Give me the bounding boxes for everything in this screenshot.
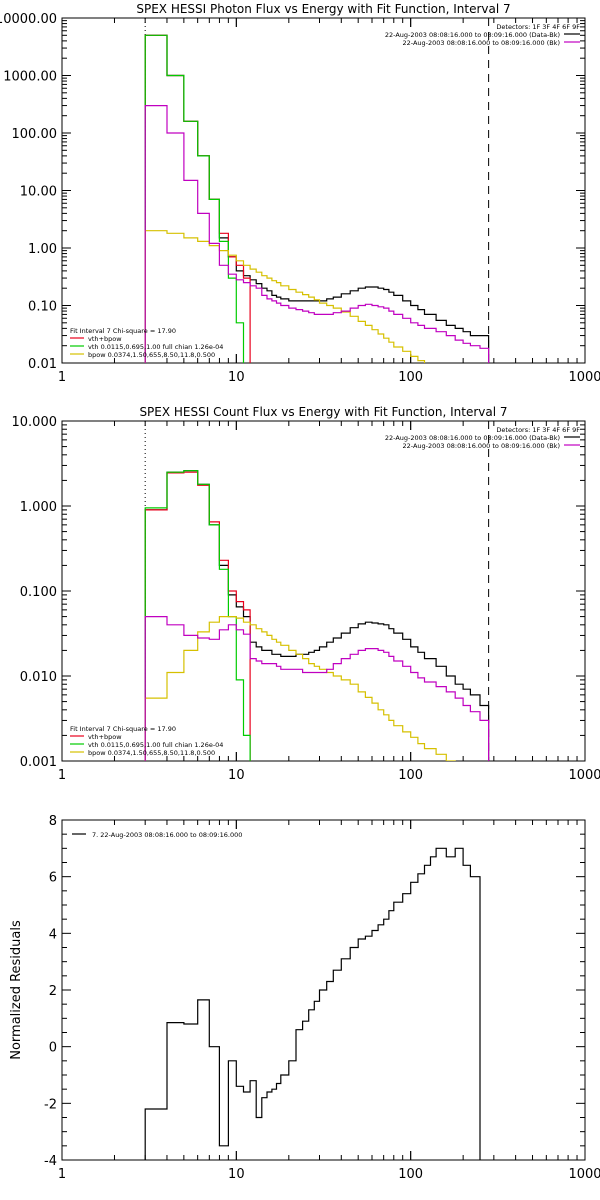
plot-frame: [61, 17, 586, 364]
y-tick-label: 1000.00: [3, 70, 57, 85]
fit-line: vth+bpow: [88, 733, 122, 741]
y-tick-label: 0.010: [20, 670, 57, 685]
series-bpow-line: [144, 230, 426, 363]
x-tick-label: 1000: [568, 768, 600, 783]
series-data-line: [144, 470, 490, 761]
y-axis-ticks: [62, 819, 585, 1161]
y-axis-ticks: [62, 17, 585, 364]
y-tick-label: -4: [44, 1154, 57, 1169]
legend-entry: 7. 22-Aug-2003 08:08:16.000 to 08:09:16.…: [92, 831, 242, 839]
y-tick-label: 10.00: [20, 185, 57, 200]
y-tick-label: 0.100: [20, 585, 57, 600]
legend-entry: 22-Aug-2003 08:08:16.000 to 08:09:16.000…: [385, 31, 560, 39]
x-tick-label: 10: [228, 768, 245, 783]
chart-title: SPEX HESSI Count Flux vs Energy with Fit…: [139, 405, 507, 419]
fit-header: Fit Interval 7 Chi-square = 17.90: [70, 725, 176, 733]
x-tick-label: 1: [58, 370, 66, 385]
x-tick-label: 1: [58, 768, 66, 783]
fit-info: Fit Interval 7 Chi-square = 17.90vth+bpo…: [70, 327, 223, 359]
chart-title: SPEX HESSI Photon Flux vs Energy with Fi…: [136, 2, 510, 16]
y-tick-label: 100.00: [12, 127, 58, 142]
y-tick-label: 10000.00: [0, 12, 57, 27]
y-tick-label: 10.000: [12, 415, 58, 430]
legend-entry: 22-Aug-2003 08:08:16.000 to 08:09:16.000…: [403, 39, 560, 47]
x-tick-label: 100: [398, 768, 423, 783]
fit-info: Fit Interval 7 Chi-square = 17.90vth+bpo…: [70, 725, 223, 757]
series-residuals-line: [144, 847, 481, 1160]
legend-header: Detectors: 1F 3F 4F 6F 9F: [496, 426, 580, 434]
y-axis-label: Normalized Residuals: [9, 920, 24, 1060]
series-background-line: [144, 616, 490, 761]
plot-frame: [61, 420, 586, 762]
legend-entry: 22-Aug-2003 08:08:16.000 to 08:09:16.000…: [403, 442, 560, 450]
fit-line: vth+bpow: [88, 335, 122, 343]
x-tick-label: 1: [58, 1167, 66, 1182]
series-vth-line: [144, 34, 245, 363]
y-tick-label: 8: [49, 814, 57, 829]
fit-header: Fit Interval 7 Chi-square = 17.90: [70, 327, 176, 335]
x-tick-label: 100: [398, 1167, 423, 1182]
fit-line: vth 0.0115,0.695,1.00 full chian 1.26e-0…: [88, 741, 223, 749]
y-tick-label: 0.01: [28, 357, 57, 372]
chart-panel-2: SPEX HESSI Count Flux vs Energy with Fit…: [12, 405, 600, 783]
fit-line: bpow 0.0374,1.50,655,8.50,11.8,0.500: [88, 749, 215, 757]
x-axis-ticks: [61, 18, 586, 363]
series-vth-line: [144, 470, 251, 761]
x-axis-ticks: [61, 820, 586, 1160]
legend: 7. 22-Aug-2003 08:08:16.000 to 08:09:16.…: [72, 831, 242, 839]
y-tick-label: 2: [49, 984, 57, 999]
x-tick-label: 10: [228, 370, 245, 385]
x-tick-label: 1000: [568, 370, 600, 385]
fit-line: vth 0.0115,0.695,1.00 full chian 1.26e-0…: [88, 343, 223, 351]
series-background-line: [144, 105, 490, 363]
x-tick-label: 100: [398, 370, 423, 385]
series-total_fit-line: [144, 471, 251, 761]
y-tick-label: 1.000: [20, 500, 57, 515]
series-group: [144, 847, 481, 1160]
x-axis-ticks: [61, 421, 586, 761]
y-tick-label: 0: [49, 1041, 57, 1056]
y-tick-label: 4: [49, 927, 57, 942]
y-axis-ticks: [62, 420, 585, 762]
chart-panel-1: SPEX HESSI Photon Flux vs Energy with Fi…: [0, 2, 600, 385]
x-tick-label: 1000: [568, 1167, 600, 1182]
y-tick-label: 1.00: [28, 242, 57, 257]
series-group: [144, 34, 490, 363]
series-group: [144, 470, 490, 761]
chart-panel-3: 1 10 100 1000 -4 -2 0 2 4 6 8 Normalized Residuals 7…: [9, 814, 600, 1182]
y-tick-label: 6: [49, 871, 57, 886]
y-tick-label: 0.001: [20, 755, 57, 770]
x-tick-label: 10: [228, 1167, 245, 1182]
y-tick-label: 0.10: [28, 300, 57, 315]
series-bpow-line: [144, 616, 464, 761]
fit-line: bpow 0.0374,1.50,655,8.50,11.8,0.500: [88, 351, 215, 359]
y-tick-label: -2: [44, 1097, 57, 1112]
legend-header: Detectors: 1F 3F 4F 6F 9F: [496, 23, 580, 31]
legend-entry: 22-Aug-2003 08:08:16.000 to 08:09:16.000…: [385, 434, 560, 442]
